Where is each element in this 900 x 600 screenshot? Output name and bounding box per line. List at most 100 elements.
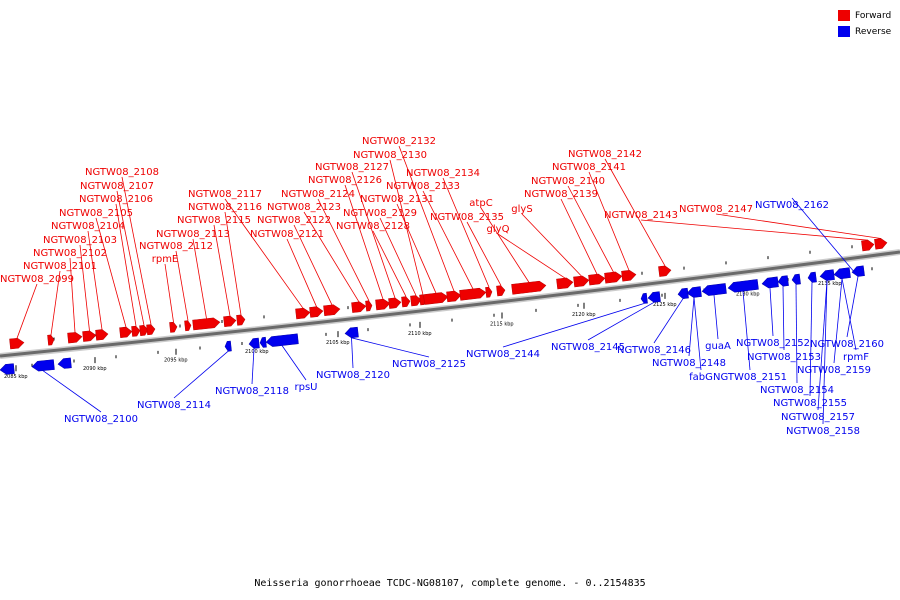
gene-label-ngtw08-2120: NGTW08_2120 xyxy=(316,370,390,381)
gene-label-ngtw08-2113: NGTW08_2113 xyxy=(156,229,230,240)
leader-ngtw08-2145 xyxy=(587,301,655,341)
gene-arrow-r7 xyxy=(344,326,359,339)
gene-arrow-r2 xyxy=(57,357,72,369)
leader-ngtw08-2125 xyxy=(351,337,430,358)
gene-label-ngtw08-2158: NGTW08_2158 xyxy=(786,426,860,437)
leader-ngtw08-2116 xyxy=(224,211,242,315)
scale-tick-label: 2095 kbp xyxy=(164,358,188,364)
gene-label-ngtw08-2135: NGTW08_2135 xyxy=(430,212,504,223)
leader-ngtw08-2134 xyxy=(442,177,490,288)
gene-arrow-r13 xyxy=(727,279,759,293)
gene-arrow-r17 xyxy=(807,271,817,283)
gene-arrow-f13 xyxy=(236,314,246,326)
leader-ngtw08-2101 xyxy=(50,270,61,335)
scale-tick-label: 2130 kbp xyxy=(736,292,760,298)
scale-tick-label: 2120 kbp xyxy=(572,312,596,318)
leader-ngtw08-2122 xyxy=(293,224,333,306)
gene-arrow-f11 xyxy=(192,317,221,331)
leader-ngtw08-2106 xyxy=(115,203,137,327)
gene-arrow-r6 xyxy=(265,333,299,347)
gene-arrow-f22 xyxy=(410,295,422,307)
gene-arrow-f25 xyxy=(446,290,462,303)
gene-label-ngtw08-2151: NGTW08_2151 xyxy=(713,372,787,383)
gene-label-ngtw08-2129: NGTW08_2129 xyxy=(343,208,417,219)
gene-label-ngtw08-2139: NGTW08_2139 xyxy=(524,189,598,200)
genome-backbone xyxy=(0,249,900,359)
gene-arrow-f26 xyxy=(459,287,487,301)
gene-label-ngtw08-2128: NGTW08_2128 xyxy=(336,221,410,232)
leader-ngtw08-2131 xyxy=(396,203,437,294)
gene-label-ngtw08-2145: NGTW08_2145 xyxy=(551,342,625,353)
leader-ngtw08-2162 xyxy=(791,197,859,277)
gene-arrow-f16 xyxy=(323,304,341,317)
gene-arrows xyxy=(0,238,888,375)
leader-ngtw08-2099 xyxy=(16,283,38,339)
legend-reverse-label: Reverse xyxy=(855,26,892,37)
gene-arrow-r0 xyxy=(0,363,15,375)
gene-arrow-f2 xyxy=(67,332,83,344)
gene-arrow-f19 xyxy=(375,298,391,311)
gene-label-ngtw08-2103: NGTW08_2103 xyxy=(43,235,117,246)
gene-label-ngtw08-2122: NGTW08_2122 xyxy=(257,215,331,226)
gene-label-ngtw08-2141: NGTW08_2141 xyxy=(552,162,626,173)
leader-ngtw08-2102 xyxy=(69,257,76,333)
leader-ngtw08-2126 xyxy=(344,184,384,300)
gene-label-ngtw08-2157: NGTW08_2157 xyxy=(781,412,855,423)
gene-arrow-f21 xyxy=(401,296,411,308)
leader-ngtw08-2117 xyxy=(224,198,304,309)
gene-arrow-r16 xyxy=(791,273,801,285)
gene-label-ngtw08-2154: NGTW08_2154 xyxy=(760,385,834,396)
scale-tick-label: 2125 kbp xyxy=(653,302,677,308)
gene-label-ngtw08-2105: NGTW08_2105 xyxy=(59,208,133,219)
gene-arrow-r14 xyxy=(761,276,779,289)
gene-arrow-f15 xyxy=(309,306,324,318)
leader-ngtw08-2158 xyxy=(822,280,828,425)
leader-ngtw08-2133 xyxy=(422,190,474,290)
gene-arrow-r3 xyxy=(224,340,232,352)
gene-arrow-f8 xyxy=(146,324,156,336)
gene-arrow-r18 xyxy=(819,269,835,281)
scale-tick-label: 2085 kbp xyxy=(4,374,28,380)
gene-arrow-f24 xyxy=(423,292,449,305)
gene-arrow-f14 xyxy=(295,307,311,320)
gene-label-ngtw08-2125: NGTW08_2125 xyxy=(392,359,466,370)
gene-arrow-f36 xyxy=(861,239,875,252)
gene-label-ngtw08-2104: NGTW08_2104 xyxy=(51,221,125,232)
gene-label-ngtw08-2159: NGTW08_2159 xyxy=(797,365,871,376)
gene-label-ngtw08-2153: NGTW08_2153 xyxy=(747,352,821,363)
legend-forward: Forward xyxy=(838,8,900,23)
leader-ngtw08-2157 xyxy=(817,280,828,411)
leader-ngtw08-2142 xyxy=(604,158,666,267)
gene-arrow-r9 xyxy=(647,291,661,303)
gene-label-ngtw08-2116: NGTW08_2116 xyxy=(188,202,262,213)
leader-ngtw08-2128 xyxy=(372,230,407,297)
gene-label-ngtw08-2099: NGTW08_2099 xyxy=(0,274,74,285)
leader-ngtw08-2114 xyxy=(173,350,229,399)
gene-arrow-f4 xyxy=(95,329,109,341)
gene-label-atpc: atpC xyxy=(469,198,492,209)
gene-label-guaa: guaA xyxy=(705,341,731,352)
gene-arrow-f37 xyxy=(874,238,888,250)
gene-label-ngtw08-2102: NGTW08_2102 xyxy=(33,248,107,259)
leader-guaa xyxy=(713,294,719,340)
leader-ngtw08-2118 xyxy=(251,348,255,385)
gene-label-ngtw08-2112: NGTW08_2112 xyxy=(139,241,213,252)
gene-arrow-r15 xyxy=(777,275,789,287)
gene-arrow-f5 xyxy=(119,326,133,338)
gene-labels: NGTW08_2099 NGTW08_2101 NGTW08_2102 NGTW08_… xyxy=(0,136,884,437)
gene-arrow-f12 xyxy=(223,315,237,327)
gene-label-ngtw08-2117: NGTW08_2117 xyxy=(188,189,262,200)
gene-label-ngtw08-2123: NGTW08_2123 xyxy=(267,202,341,213)
leader-ngtw08-2141 xyxy=(588,171,630,271)
gene-label-ngtw08-2118: NGTW08_2118 xyxy=(215,386,289,397)
gene-arrow-f18 xyxy=(365,300,373,312)
leader-ngtw08-2146 xyxy=(653,298,684,344)
gene-label-ngtw08-2140: NGTW08_2140 xyxy=(531,176,605,187)
gene-label-ngtw08-2147: NGTW08_2147 xyxy=(679,204,753,215)
gene-label-ngtw08-2124: NGTW08_2124 xyxy=(281,189,355,200)
gene-arrow-r4 xyxy=(248,337,260,349)
gene-arrow-f10 xyxy=(184,320,192,332)
leader-rpmf xyxy=(841,278,857,351)
gene-label-ngtw08-2130: NGTW08_2130 xyxy=(353,150,427,161)
legend-forward-label: Forward xyxy=(855,10,892,21)
